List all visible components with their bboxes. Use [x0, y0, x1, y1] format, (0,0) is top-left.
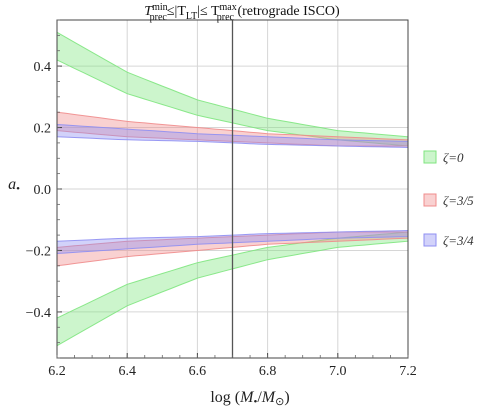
- x-axis-label: log (M•/M⊙): [210, 389, 289, 408]
- y-tick-label: 0.2: [34, 122, 52, 137]
- legend: ζ=0 ζ=3/5 ζ=3/4: [423, 150, 474, 248]
- y-tick-label: 0.0: [34, 183, 52, 198]
- x-tick-label: 6.8: [259, 364, 277, 379]
- x-tick-label: 7.0: [329, 364, 347, 379]
- legend-swatch: [423, 150, 437, 164]
- legend-label: ζ=0: [443, 150, 464, 165]
- x-tick-label: 6.6: [189, 364, 207, 379]
- ticks: 6.2 6.4 6.6 6.8 7.0 7.2 −0.4 −0.2 0.0 0.2 0.4: [26, 19, 417, 379]
- x-tick-label: 7.2: [399, 364, 417, 379]
- legend-swatch: [423, 233, 437, 247]
- x-tick-label: 6.4: [118, 364, 136, 379]
- y-axis-label: a•: [8, 176, 20, 195]
- legend-swatch: [423, 193, 437, 207]
- chart-title: Tmin prec≤|TLT|≤ Tmax prec (retrograde ISC…: [144, 2, 340, 23]
- y-tick-label: −0.4: [26, 306, 51, 321]
- legend-label: ζ=3/4: [443, 233, 474, 248]
- y-tick-label: 0.4: [34, 60, 52, 75]
- legend-label: ζ=3/5: [443, 193, 474, 208]
- y-tick-label: −0.2: [26, 244, 51, 259]
- x-tick-label: 6.2: [48, 364, 66, 379]
